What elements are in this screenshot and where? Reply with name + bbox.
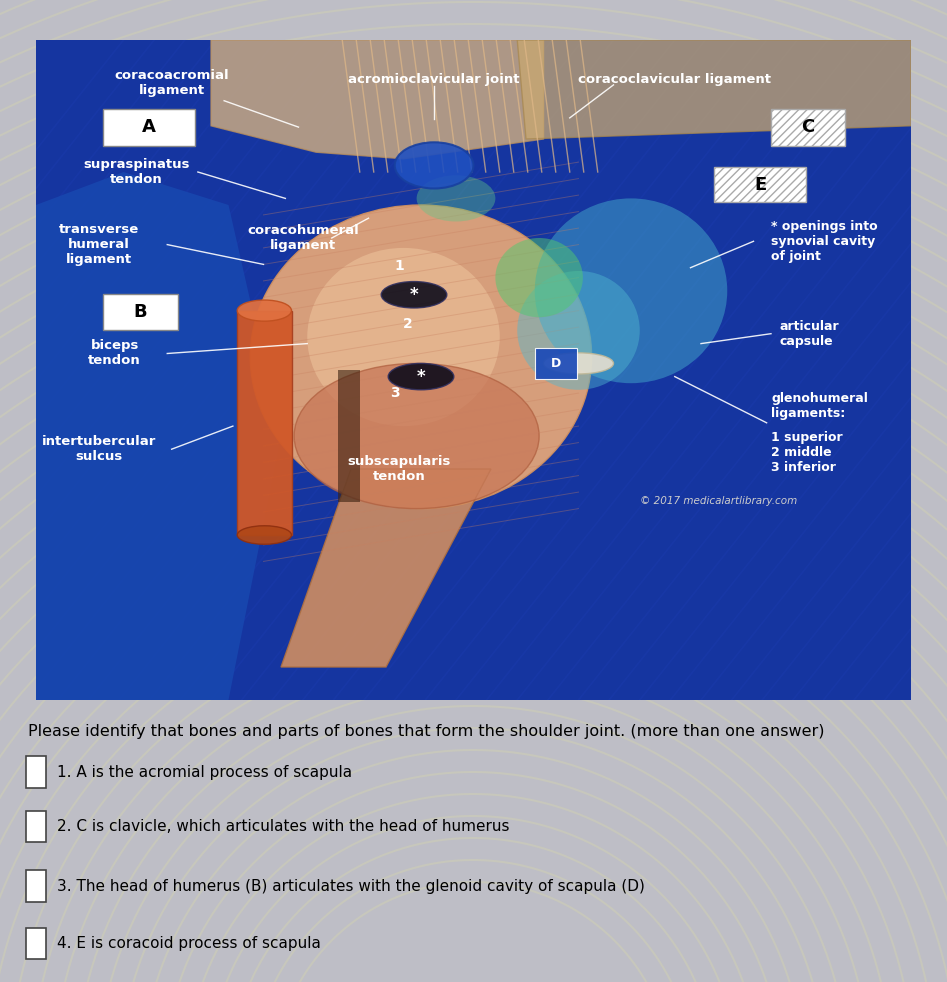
Ellipse shape [517, 271, 640, 390]
Text: coracohumeral
ligament: coracohumeral ligament [247, 224, 359, 252]
Text: A: A [142, 119, 156, 136]
Text: supraspinatus
tendon: supraspinatus tendon [83, 158, 190, 186]
Ellipse shape [238, 525, 292, 544]
Ellipse shape [495, 238, 582, 317]
Text: biceps
tendon: biceps tendon [88, 340, 141, 367]
Text: 2. C is clavicle, which articulates with the head of humerus: 2. C is clavicle, which articulates with… [57, 819, 509, 834]
Ellipse shape [307, 247, 500, 426]
Text: glenohumeral
ligaments:: glenohumeral ligaments: [771, 392, 867, 420]
Polygon shape [281, 469, 491, 667]
Text: coracoclavicular ligament: coracoclavicular ligament [579, 73, 771, 86]
Text: transverse
humeral
ligament: transverse humeral ligament [59, 223, 139, 266]
Bar [27, 810, 46, 842]
Text: intertubercular
sulcus: intertubercular sulcus [42, 435, 156, 464]
Text: 3. The head of humerus (B) articulates with the glenoid cavity of scapula (D): 3. The head of humerus (B) articulates w… [57, 879, 645, 894]
FancyBboxPatch shape [535, 349, 577, 379]
FancyBboxPatch shape [103, 294, 178, 330]
Bar [27, 928, 46, 958]
Text: articular
capsule: articular capsule [779, 320, 839, 348]
Text: *: * [410, 286, 419, 303]
Ellipse shape [388, 363, 454, 390]
Bar [338, 370, 360, 502]
Bar [27, 756, 46, 788]
Text: 2: 2 [403, 317, 413, 331]
Text: © 2017 medicalartlibrary.com: © 2017 medicalartlibrary.com [640, 496, 797, 506]
Text: C: C [801, 119, 814, 136]
FancyBboxPatch shape [103, 109, 195, 145]
Text: acromioclavicular joint: acromioclavicular joint [348, 73, 520, 86]
Bar [27, 870, 46, 901]
Text: 1 superior
2 middle
3 inferior: 1 superior 2 middle 3 inferior [771, 431, 843, 474]
Ellipse shape [295, 363, 539, 509]
Text: Please identify that bones and parts of bones that form the shoulder joint. (mor: Please identify that bones and parts of … [28, 724, 825, 738]
Ellipse shape [382, 282, 447, 308]
Polygon shape [36, 172, 281, 700]
Text: B: B [134, 303, 148, 321]
Ellipse shape [417, 176, 495, 222]
Polygon shape [517, 40, 911, 139]
Ellipse shape [238, 300, 292, 321]
Ellipse shape [395, 142, 474, 189]
Text: subscapularis
tendon: subscapularis tendon [348, 455, 451, 483]
Polygon shape [211, 40, 544, 159]
Text: 1: 1 [394, 258, 404, 273]
Ellipse shape [535, 198, 727, 383]
Bar [238, 310, 292, 535]
FancyBboxPatch shape [771, 109, 846, 145]
Text: D: D [550, 356, 561, 370]
Text: *: * [417, 367, 425, 386]
Ellipse shape [250, 205, 592, 509]
Text: 4. E is coracoid process of scapula: 4. E is coracoid process of scapula [57, 936, 321, 951]
Text: * openings into
synovial cavity
of joint: * openings into synovial cavity of joint [771, 220, 878, 263]
Ellipse shape [544, 353, 614, 374]
Text: 3: 3 [390, 386, 400, 400]
Text: coracoacromial
ligament: coracoacromial ligament [115, 69, 229, 97]
Text: 1. A is the acromial process of scapula: 1. A is the acromial process of scapula [57, 765, 352, 780]
FancyBboxPatch shape [714, 167, 806, 201]
Text: E: E [754, 176, 766, 193]
